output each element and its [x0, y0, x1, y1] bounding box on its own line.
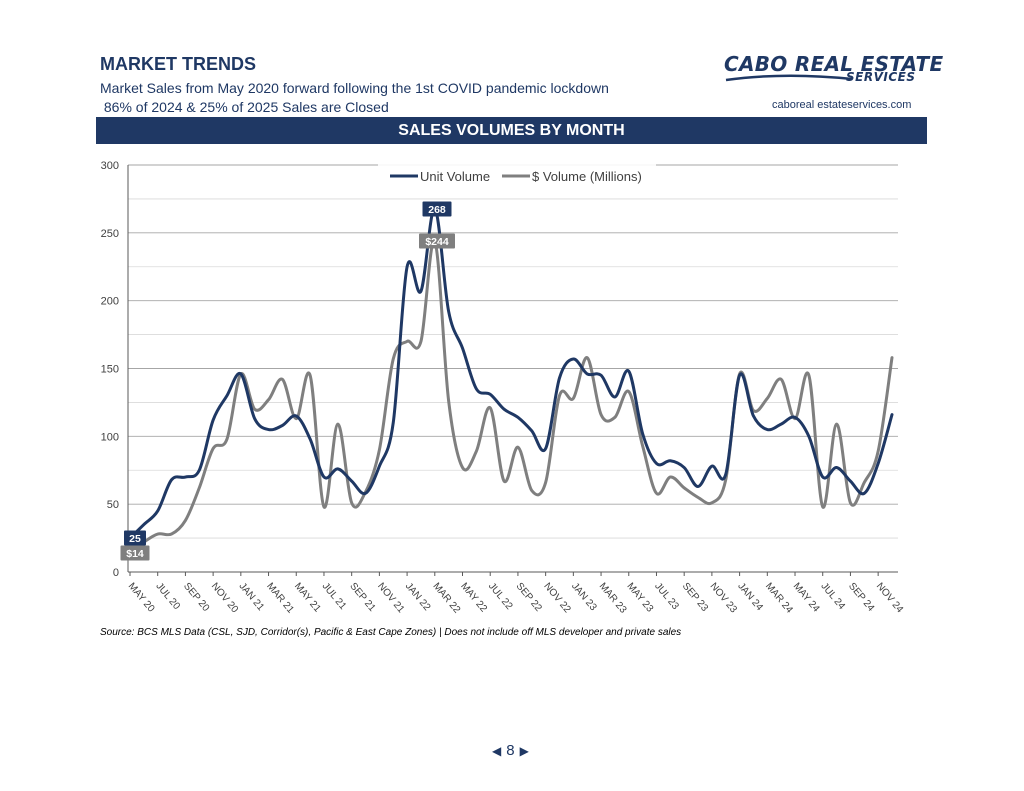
y-tick-label: 100 [101, 431, 119, 443]
data-label-box [422, 201, 452, 217]
x-tick-label: MAR 22 [431, 581, 463, 616]
x-tick-label: MAR 21 [264, 581, 296, 616]
y-tick-label: 300 [101, 160, 119, 172]
x-tick-label: NOV 23 [708, 581, 740, 616]
company-logo: CABO REAL ESTATE [724, 52, 944, 76]
x-tick-label: JAN 23 [569, 581, 599, 614]
x-tick-label: JAN 22 [403, 581, 433, 614]
data-label: 25 [129, 533, 141, 545]
x-tick-label: SEP 20 [181, 581, 211, 614]
y-tick-label: 150 [101, 364, 119, 376]
website-url[interactable]: caboreal estateservices.com [772, 99, 912, 111]
next-page-icon[interactable]: ▶ [519, 743, 529, 758]
x-tick-label: JUL 21 [320, 581, 349, 612]
y-tick-label: 0 [113, 567, 119, 579]
y-tick-label: 250 [101, 228, 119, 240]
series-line-dollar-volume [128, 239, 894, 555]
x-tick-label: MAR 24 [763, 581, 795, 616]
page-title: MARKET TRENDS [100, 54, 256, 74]
legend-label: $ Volume (Millions) [532, 169, 642, 184]
data-label: $14 [126, 548, 144, 560]
data-label: $244 [425, 236, 449, 248]
x-tick-label: NOV 20 [209, 581, 241, 616]
data-label-box [120, 545, 150, 561]
x-tick-label: JUL 22 [486, 581, 515, 612]
source-note: Source: BCS MLS Data (CSL, SJD, Corridor… [100, 627, 682, 638]
x-tick-label: SEP 22 [514, 581, 544, 614]
x-tick-label: MAY 23 [624, 581, 655, 615]
company-logo-subtitle: SERVICES [846, 70, 916, 84]
x-tick-label: MAR 23 [597, 581, 629, 616]
x-tick-label: JUL 20 [153, 581, 182, 612]
x-tick-label: MAY 22 [458, 581, 489, 615]
x-tick-label: SEP 24 [846, 581, 876, 614]
page-navigation: ◀ 8 ▶ [492, 742, 529, 759]
x-tick-label: NOV 22 [541, 581, 573, 616]
x-tick-label: SEP 21 [347, 581, 377, 614]
page-number: 8 [506, 742, 515, 759]
data-label: 268 [428, 204, 446, 216]
y-tick-label: 200 [101, 296, 119, 308]
data-label-box [419, 233, 455, 249]
data-label-box [124, 530, 146, 546]
x-tick-label: JAN 24 [735, 581, 765, 614]
x-tick-label: NOV 21 [375, 581, 407, 616]
legend-label: Unit Volume [420, 169, 490, 184]
x-tick-label: MAY 24 [791, 581, 822, 615]
x-tick-label: NOV 24 [874, 581, 906, 616]
subtitle-line-1: Market Sales from May 2020 forward follo… [100, 80, 609, 96]
subtitle-line-2: 86% of 2024 & 25% of 2025 Sales are Clos… [100, 99, 389, 115]
x-tick-label: MAY 20 [126, 581, 157, 615]
logo-swoosh-icon [725, 74, 853, 82]
series-line-unit-volume [128, 206, 894, 540]
x-tick-label: JUL 23 [652, 581, 681, 612]
chart-banner: SALES VOLUMES BY MONTH [96, 117, 927, 144]
y-tick-label: 50 [107, 499, 119, 511]
x-tick-label: MAY 21 [292, 581, 323, 615]
x-tick-label: JAN 21 [237, 581, 267, 614]
x-tick-label: SEP 23 [680, 581, 710, 614]
prev-page-icon[interactable]: ◀ [492, 743, 502, 758]
x-tick-label: JUL 24 [818, 581, 847, 612]
